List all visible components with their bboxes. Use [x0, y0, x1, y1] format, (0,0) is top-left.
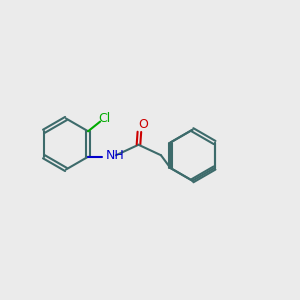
Text: NH: NH: [106, 149, 125, 162]
Text: Cl: Cl: [98, 112, 111, 125]
Text: O: O: [138, 118, 148, 131]
